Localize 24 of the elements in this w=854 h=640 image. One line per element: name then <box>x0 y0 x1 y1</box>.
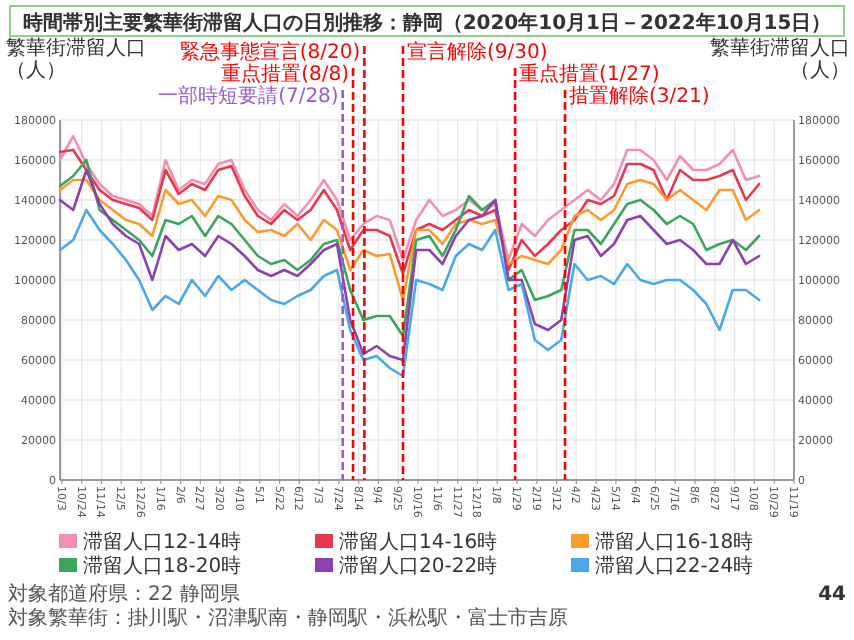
legend-label: 滞留人口16-18時 <box>595 530 754 554</box>
legend-label: 滞留人口12-14時 <box>83 530 242 554</box>
line-series <box>58 158 761 338</box>
legend-label: 滞留人口22-24時 <box>595 554 754 578</box>
line-series <box>58 168 761 362</box>
ref-line-label: 重点措置(8/8) <box>221 62 350 86</box>
line-series <box>58 134 761 262</box>
legend-label: 滞留人口20-22時 <box>339 554 498 578</box>
ref-line-label: 措置解除(3/21) <box>569 84 710 108</box>
chart-title: 時間帯別主要繁華街滞留人口の日別推移：静岡（2020年10月1日－2022年10月15日） <box>22 11 832 35</box>
y-axis-title: 繁華街滞留人口（人） <box>6 36 146 82</box>
text: 44 <box>818 584 847 606</box>
legend-label: 滞留人口18-20時 <box>83 554 242 578</box>
text: 対象都道府県：22 静岡県 <box>8 582 240 606</box>
line-series <box>58 178 761 302</box>
ref-line-label: 緊急事態宣言(8/20) <box>179 40 361 64</box>
line-series <box>58 208 761 378</box>
ref-line-label: 一部時短要請(7/28) <box>158 84 339 108</box>
ref-line-label: 宣言解除(9/30) <box>406 40 548 64</box>
line-series <box>58 148 761 276</box>
ref-line-label: 重点措置(1/27) <box>519 62 660 86</box>
y2-axis-title: 繁華街滞留人口（人） <box>710 36 850 82</box>
legend-label: 滞留人口14-16時 <box>339 530 498 554</box>
text: 対象繁華街：掛川駅・沼津駅南・静岡駅・浜松駅・富士市吉原 <box>8 606 568 630</box>
